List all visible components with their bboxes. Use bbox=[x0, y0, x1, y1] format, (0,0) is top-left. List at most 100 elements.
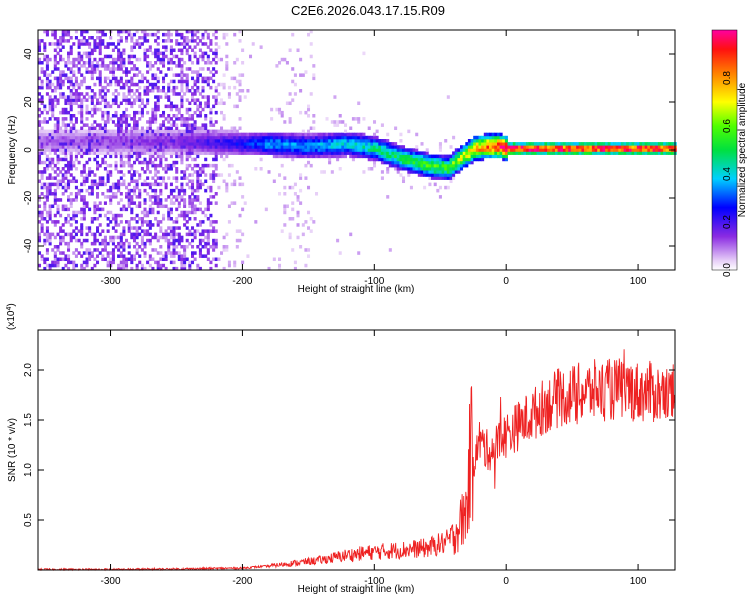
heatmap-cell bbox=[183, 92, 187, 96]
heatmap-cell bbox=[61, 110, 65, 115]
heatmap-cell bbox=[56, 51, 60, 56]
heatmap-cell bbox=[38, 48, 42, 53]
heatmap-cell bbox=[77, 85, 81, 90]
heatmap-cell bbox=[341, 135, 345, 140]
heatmap-cell bbox=[578, 142, 582, 146]
heatmap-cell bbox=[156, 51, 160, 56]
heatmap-cell bbox=[61, 266, 65, 271]
heatmap-cell bbox=[90, 251, 94, 255]
heatmap-cell bbox=[96, 260, 100, 265]
heatmap-cell bbox=[85, 104, 89, 109]
heatmap-cell bbox=[164, 151, 168, 155]
heatmap-cell bbox=[162, 54, 166, 59]
heatmap-cell bbox=[333, 148, 337, 152]
heatmap-cell bbox=[396, 163, 400, 168]
heatmap-cell bbox=[88, 126, 92, 131]
heatmap-cell bbox=[188, 217, 192, 221]
heatmap-cell bbox=[317, 142, 321, 146]
heatmap-cell bbox=[119, 61, 123, 65]
heatmap-cell bbox=[61, 70, 65, 74]
heatmap-cell bbox=[122, 232, 126, 237]
heatmap-cell bbox=[504, 139, 508, 143]
heatmap-cell bbox=[106, 188, 110, 193]
heatmap-cell bbox=[533, 148, 537, 152]
colorbar-gradient bbox=[711, 29, 738, 271]
heatmap-cell bbox=[262, 132, 266, 137]
heatmap-cell bbox=[375, 139, 379, 143]
heatmap-cell bbox=[125, 238, 129, 243]
heatmap-cell bbox=[280, 132, 284, 137]
heatmap-cell bbox=[367, 126, 371, 131]
heatmap-cell bbox=[59, 95, 63, 99]
heatmap-cell bbox=[159, 123, 163, 127]
heatmap-cell bbox=[96, 192, 100, 196]
heatmap-cell bbox=[230, 201, 234, 205]
heatmap-cell bbox=[180, 42, 184, 46]
heatmap-cell bbox=[191, 70, 195, 74]
heatmap-cell bbox=[80, 57, 84, 62]
heatmap-cell bbox=[291, 201, 295, 205]
heatmap-cell bbox=[143, 29, 147, 34]
heatmap-cell bbox=[628, 148, 632, 152]
heatmap-cell bbox=[193, 54, 197, 59]
heatmap-cell bbox=[98, 64, 102, 68]
heatmap-cell bbox=[72, 95, 76, 99]
heatmap-cell bbox=[117, 245, 121, 249]
heatmap-cell bbox=[117, 201, 121, 205]
heatmap-cell bbox=[315, 154, 319, 159]
heatmap-cell bbox=[111, 135, 115, 140]
heatmap-cell bbox=[56, 61, 60, 65]
heatmap-cell bbox=[172, 114, 176, 118]
heatmap-cell bbox=[159, 192, 163, 196]
heatmap-cell bbox=[93, 210, 97, 215]
heatmap-cell bbox=[620, 151, 624, 155]
heatmap-cell bbox=[167, 207, 171, 212]
heatmap-cell bbox=[557, 148, 561, 152]
heatmap-cell bbox=[138, 245, 142, 249]
heatmap-cell bbox=[51, 89, 55, 93]
heatmap-cell bbox=[198, 207, 202, 212]
heatmap-cell bbox=[409, 160, 413, 165]
heatmap-cell bbox=[214, 51, 218, 56]
heatmap-cell bbox=[307, 151, 311, 155]
heatmap-cell bbox=[140, 229, 144, 233]
heatmap-cell bbox=[317, 154, 321, 159]
heatmap-cell bbox=[53, 176, 57, 180]
heatmap-cell bbox=[407, 170, 411, 174]
heatmap-cell bbox=[204, 114, 208, 118]
heatmap-cell bbox=[196, 198, 200, 202]
heatmap-cell bbox=[299, 132, 303, 137]
heatmap-cell bbox=[185, 129, 189, 134]
heatmap-cell bbox=[180, 185, 184, 190]
heatmap-cell bbox=[117, 223, 121, 227]
heatmap-cell bbox=[407, 151, 411, 155]
heatmap-cell bbox=[301, 223, 305, 227]
heatmap-cell bbox=[486, 139, 490, 143]
heatmap-cell bbox=[117, 179, 121, 184]
heatmap-cell bbox=[119, 151, 123, 155]
heatmap-cell bbox=[206, 132, 210, 137]
heatmap-cell bbox=[151, 223, 155, 227]
heatmap-cell bbox=[38, 85, 42, 90]
heatmap-cell bbox=[191, 132, 195, 137]
heatmap-cell bbox=[146, 101, 150, 106]
heatmap-cell bbox=[109, 173, 113, 177]
heatmap-cell bbox=[304, 139, 308, 143]
heatmap-cell bbox=[53, 182, 57, 187]
heatmap-cell bbox=[586, 142, 590, 146]
heatmap-cell bbox=[238, 151, 242, 155]
heatmap-cell bbox=[40, 145, 44, 149]
heatmap-cell bbox=[90, 232, 94, 237]
heatmap-cell bbox=[249, 132, 253, 137]
heatmap-cell bbox=[117, 263, 121, 268]
heatmap-cell bbox=[156, 139, 160, 143]
heatmap-cell bbox=[45, 220, 49, 224]
heatmap-cell bbox=[193, 92, 197, 96]
heatmap-cell bbox=[45, 57, 49, 62]
heatmap-cell bbox=[238, 135, 242, 140]
heatmap-cell bbox=[188, 210, 192, 215]
heatmap-cell bbox=[441, 167, 445, 171]
heatmap-cell bbox=[151, 257, 155, 262]
heatmap-cell bbox=[613, 142, 617, 146]
heatmap-cell bbox=[198, 173, 202, 177]
